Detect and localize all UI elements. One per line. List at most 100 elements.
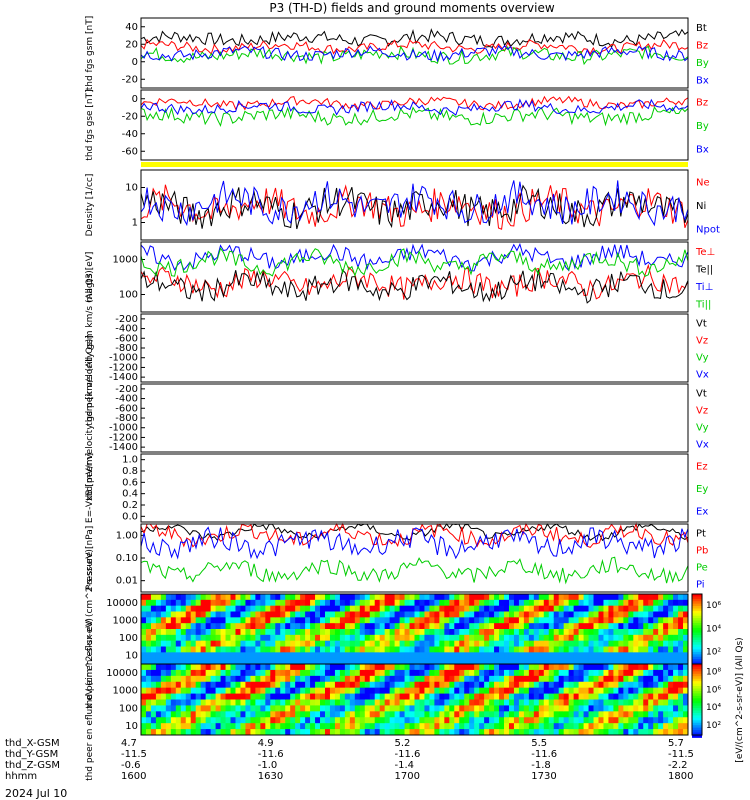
spectrogram-cell: [290, 605, 296, 612]
spectrogram-cell: [513, 599, 520, 607]
spectrogram-cell: [180, 711, 187, 718]
spectrogram-cell: [538, 617, 545, 624]
spectrogram-cell: [265, 634, 271, 642]
tick-label: -1400: [109, 442, 138, 453]
spectrogram-cell: [558, 693, 565, 700]
spectrogram-cell: [245, 729, 251, 736]
spectrogram-cell: [454, 611, 460, 618]
spectrogram-cell: [165, 646, 172, 653]
spectrogram-cell: [295, 658, 301, 665]
spectrogram-cell: [379, 646, 386, 653]
spectrogram-cell: [210, 658, 217, 665]
spectrogram-cell: [588, 605, 595, 612]
spectrogram-cell: [673, 681, 679, 689]
spectrogram-cell: [364, 681, 371, 689]
spectrogram-cell: [454, 617, 460, 624]
spectrogram-cell: [513, 623, 520, 630]
spectrogram-cell: [255, 658, 261, 665]
spectrogram-cell: [180, 681, 187, 689]
spectrogram-cell: [419, 623, 425, 630]
spectrogram-cell: [573, 646, 580, 653]
spectrogram-cell: [240, 611, 246, 618]
spectrogram-cell: [429, 723, 435, 730]
spectrogram-cell: [374, 687, 381, 695]
spectrogram-cell: [369, 675, 376, 683]
footer-value: 5.5: [531, 738, 547, 749]
spectrogram-cell: [329, 629, 336, 636]
spectrogram-cell: [141, 681, 147, 689]
spectrogram-cell: [658, 599, 664, 607]
spectrogram-cell: [260, 599, 266, 607]
legend-bx: Bx: [696, 144, 709, 155]
spectrogram-cell: [409, 629, 415, 636]
spectrogram-cell: [528, 646, 535, 653]
spectrogram-cell: [255, 681, 261, 689]
spectrogram-cell: [439, 669, 445, 677]
colorbar-step: [692, 632, 702, 636]
spectrogram-cell: [683, 658, 689, 665]
spectrogram-cell: [300, 675, 306, 683]
spectrogram-cell: [374, 717, 381, 724]
spectrogram-cell: [563, 699, 570, 706]
spectrogram-cell: [141, 594, 147, 601]
spectrogram-cell: [494, 699, 500, 706]
spectrogram-cell: [404, 723, 411, 730]
spectrogram-cell: [523, 675, 530, 683]
spectrogram-cell: [643, 699, 649, 706]
spectrogram-cell: [190, 693, 197, 700]
spectrogram-cell: [155, 646, 162, 653]
colorbar-step: [692, 735, 702, 738]
spectrogram-cell: [633, 611, 639, 618]
spectrogram-cell: [558, 623, 565, 630]
spectrogram-cell: [379, 699, 386, 706]
spectrogram-cell: [245, 664, 251, 671]
spectrogram-cell: [499, 629, 505, 636]
spectrogram-cell: [305, 611, 311, 618]
spectrogram-cell: [339, 699, 346, 706]
spectrogram-cell: [618, 675, 624, 683]
spectrogram-cell: [459, 640, 465, 647]
colorbar-step: [692, 703, 702, 707]
spectrogram-cell: [150, 652, 157, 659]
spectrogram-cell: [648, 652, 654, 659]
colorbar-step: [692, 715, 702, 719]
spectrogram-cell: [215, 664, 222, 671]
spectrogram-cell: [474, 687, 480, 695]
spectrogram-cell: [141, 646, 147, 653]
spectrogram-cell: [578, 629, 585, 636]
spectrogram-cell: [518, 675, 525, 683]
spectrogram-cell: [235, 681, 241, 689]
spectrogram-cell: [568, 723, 575, 730]
spectrogram-cell: [354, 617, 361, 624]
spectrogram-cell: [613, 729, 619, 736]
spectrogram-cell: [250, 681, 256, 689]
spectrogram-cell: [205, 729, 212, 736]
spectrogram-cell: [543, 705, 550, 712]
spectrogram-cell: [260, 623, 266, 630]
spectrogram-cell: [638, 705, 644, 712]
spectrogram-cell: [668, 605, 674, 612]
spectrogram-cell: [200, 611, 207, 618]
spectrogram-cell: [643, 640, 649, 647]
spectrogram-cell: [489, 646, 495, 653]
spectrogram-cell: [469, 669, 475, 677]
spectrogram-cell: [583, 699, 590, 706]
spectrogram-cell: [285, 717, 291, 724]
spectrogram-cell: [210, 699, 217, 706]
spectrogram-cell: [474, 717, 480, 724]
spectrogram-cell: [230, 699, 236, 706]
spectrogram-cell: [270, 594, 276, 601]
spectrogram-cell: [583, 605, 590, 612]
spectrogram-cell: [409, 669, 415, 677]
spectrogram-cell: [449, 652, 455, 659]
spectrogram-cell: [235, 646, 241, 653]
spectrogram-cell: [479, 729, 485, 736]
spectrogram-cell: [320, 629, 326, 636]
spectrogram-cell: [230, 646, 236, 653]
spectrogram-cell: [663, 629, 669, 636]
spectrogram-cell: [623, 658, 629, 665]
spectrogram-cell: [439, 664, 445, 671]
panel-2-ylabel: thd fgs gse [nT]: [85, 89, 95, 160]
spectrogram-cell: [414, 675, 420, 683]
spectrogram-cell: [653, 729, 659, 736]
